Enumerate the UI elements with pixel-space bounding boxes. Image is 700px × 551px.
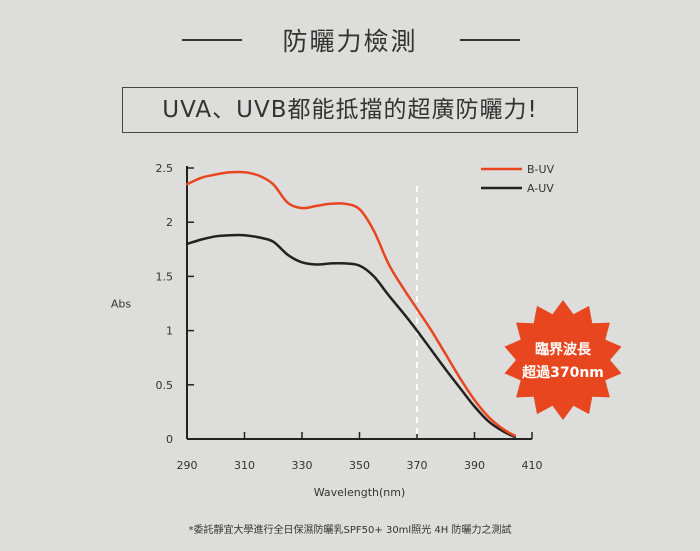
series-line-a-uv [185, 233, 517, 439]
x-tick-label: 330 [292, 459, 313, 472]
x-tick-label: 310 [234, 459, 255, 472]
x-tick-label: 410 [522, 459, 543, 472]
burst-text-line1: 臨界波長 [535, 341, 592, 358]
x-tick-label: 350 [349, 459, 370, 472]
burst-text-line2: 超過370nm [521, 364, 604, 381]
y-tick-label: 0.5 [156, 379, 174, 392]
x-tick-label: 370 [407, 459, 428, 472]
y-tick-label: 2.5 [156, 162, 174, 175]
y-axis-label: Abs [111, 298, 132, 311]
x-tick-label: 290 [177, 459, 198, 472]
header-dash-right [460, 39, 520, 41]
section-title: 防曬力檢測 [282, 27, 418, 56]
section-header: 防曬力檢測 [0, 18, 700, 62]
legend-label-a-uv: A-UV [527, 182, 554, 195]
legend-label-b-uv: B-UV [527, 163, 555, 176]
headline-banner: UVA、UVB都能抵擋的超廣防曬力! [122, 87, 578, 133]
footnote: *委託靜宜大學進行全日保濕防曬乳SPF50+ 30ml照光 4H 防曬力之測試 [188, 525, 512, 536]
header-dash-left [182, 39, 242, 41]
y-tick-label: 1 [166, 325, 173, 338]
y-tick-label: 1.5 [156, 270, 174, 283]
critical-wavelength-burst [504, 300, 622, 420]
y-tick-label: 0 [166, 433, 173, 446]
x-axis-label: Wavelength(nm) [314, 486, 406, 499]
y-tick-label: 2 [166, 216, 173, 229]
series-line-b-uv [185, 170, 517, 437]
x-tick-label: 390 [464, 459, 485, 472]
